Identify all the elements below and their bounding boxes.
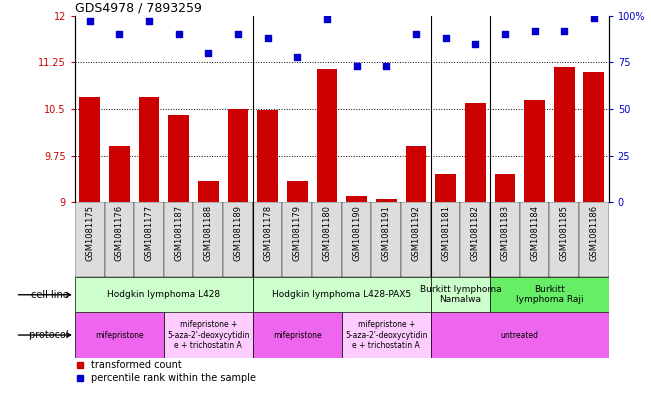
Text: GSM1081182: GSM1081182 [471,205,480,261]
Bar [401,202,431,277]
Text: GSM1081187: GSM1081187 [174,205,183,261]
Point [559,28,570,34]
Bar [431,202,460,277]
Text: GSM1081183: GSM1081183 [501,205,509,261]
Bar [228,109,249,202]
Text: Burkitt lymphoma
Namalwa: Burkitt lymphoma Namalwa [420,285,501,305]
Text: transformed count: transformed count [91,360,182,369]
Bar [287,181,308,202]
Text: GSM1081189: GSM1081189 [234,205,242,261]
Point [352,63,362,69]
Bar [75,277,253,312]
Text: GSM1081180: GSM1081180 [322,205,331,261]
Bar [312,202,342,277]
Bar [465,103,486,202]
Bar [79,97,100,202]
Point [114,31,124,38]
Point [203,50,214,56]
Bar [257,110,278,202]
Point [470,40,480,47]
Bar [372,202,401,277]
Text: Burkitt
lymphoma Raji: Burkitt lymphoma Raji [516,285,583,305]
Bar [460,202,490,277]
Bar [519,202,549,277]
Point [322,17,332,23]
Text: percentile rank within the sample: percentile rank within the sample [91,373,256,383]
Bar [316,69,337,202]
Bar [406,146,426,202]
Text: GSM1081191: GSM1081191 [381,205,391,261]
Bar [75,312,164,358]
Bar [431,277,490,312]
Bar [583,72,604,202]
Bar [168,115,189,202]
Point [173,31,184,38]
Bar [164,312,253,358]
Text: GSM1081184: GSM1081184 [530,205,539,261]
Bar [431,312,609,358]
Text: mifepristone: mifepristone [273,331,322,340]
Text: GSM1081186: GSM1081186 [589,205,598,261]
Text: mifepristone +
5-aza-2'-deoxycytidin
e + trichostatin A: mifepristone + 5-aza-2'-deoxycytidin e +… [345,320,428,350]
Bar [198,181,219,202]
Text: GSM1081190: GSM1081190 [352,205,361,261]
Bar [193,202,223,277]
Bar [109,146,130,202]
Text: GDS4978 / 7893259: GDS4978 / 7893259 [75,2,202,15]
Text: mifepristone +
5-aza-2'-deoxycytidin
e + trichostatin A: mifepristone + 5-aza-2'-deoxycytidin e +… [167,320,249,350]
Text: protocol: protocol [29,330,72,340]
Text: Hodgkin lymphoma L428-PAX5: Hodgkin lymphoma L428-PAX5 [272,290,411,299]
Text: Hodgkin lymphoma L428: Hodgkin lymphoma L428 [107,290,221,299]
Text: GSM1081178: GSM1081178 [263,205,272,261]
Point [589,15,599,21]
Point [529,28,540,34]
Bar [342,202,372,277]
Text: GSM1081188: GSM1081188 [204,205,213,261]
Bar [490,277,609,312]
Bar [554,67,575,202]
Bar [436,174,456,202]
Point [233,31,243,38]
Point [500,31,510,38]
Point [381,63,391,69]
Bar [549,202,579,277]
Bar [223,202,253,277]
Text: GSM1081177: GSM1081177 [145,205,154,261]
Point [440,35,450,41]
Bar [346,196,367,202]
Bar [495,174,515,202]
Bar [253,312,342,358]
Point [85,18,95,24]
Bar [524,100,545,202]
Point [411,31,421,38]
Text: GSM1081192: GSM1081192 [411,205,421,261]
Text: mifepristone: mifepristone [95,331,144,340]
Bar [139,97,159,202]
Bar [134,202,164,277]
Bar [75,202,105,277]
Text: GSM1081179: GSM1081179 [293,205,302,261]
Bar [105,202,134,277]
Bar [579,202,609,277]
Bar [342,312,431,358]
Text: GSM1081185: GSM1081185 [560,205,569,261]
Point [144,18,154,24]
Bar [283,202,312,277]
Bar [253,202,283,277]
Text: GSM1081175: GSM1081175 [85,205,94,261]
Bar [376,199,396,202]
Text: cell line: cell line [31,290,72,300]
Bar [164,202,193,277]
Point [292,53,303,60]
Bar [253,277,431,312]
Text: untreated: untreated [501,331,539,340]
Point [262,35,273,41]
Bar [490,202,519,277]
Text: GSM1081176: GSM1081176 [115,205,124,261]
Text: GSM1081181: GSM1081181 [441,205,450,261]
